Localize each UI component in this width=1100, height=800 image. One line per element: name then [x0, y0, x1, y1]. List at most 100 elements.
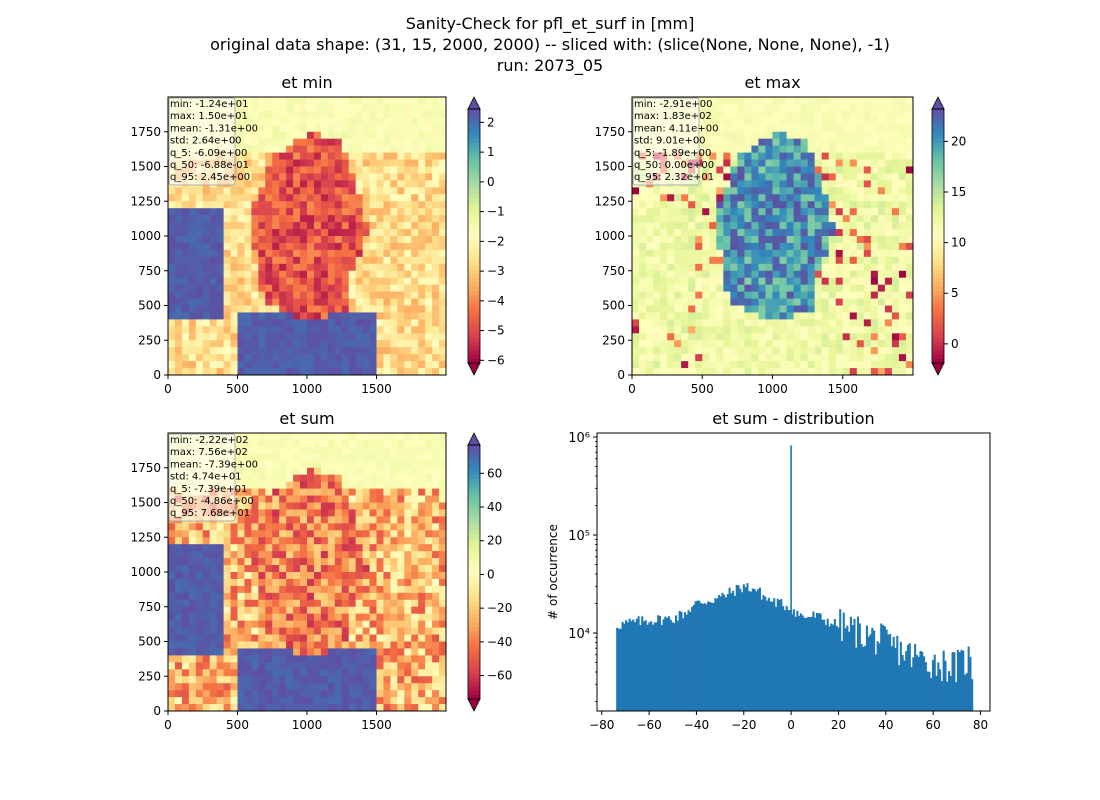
heatmap-cell [800, 145, 809, 153]
heatmap-cell [404, 516, 412, 524]
heatmap-cell [646, 242, 654, 251]
heatmap-cell [362, 180, 370, 188]
heatmap-cell [209, 627, 218, 635]
heatmap-cell [390, 249, 398, 258]
heatmap-cell [300, 361, 308, 369]
heatmap-cell [383, 697, 391, 705]
heatmap-cell [425, 669, 433, 677]
heatmap-cell [411, 347, 419, 355]
heatmap-cell [891, 340, 900, 348]
colorbar-frame [931, 108, 945, 364]
heatmap-cell [341, 669, 350, 677]
heatmap-cell [244, 270, 252, 279]
heatmap-cell [898, 312, 907, 320]
heatmap-cell [313, 578, 322, 587]
heatmap-cell [279, 138, 287, 147]
heatmap-cell [362, 159, 370, 167]
heatmap-cell [313, 256, 322, 265]
heatmap-cell [272, 145, 280, 153]
heatmap-cell [202, 277, 211, 286]
heatmap-cell [244, 340, 252, 348]
heatmap-cell [793, 242, 802, 251]
heatmap-cell [800, 152, 809, 160]
heatmap-cell [397, 683, 405, 691]
heatmap-cell [369, 187, 377, 195]
heatmap-cell [181, 613, 190, 622]
heatmap-cell [772, 173, 780, 181]
heatmap-cell [723, 305, 731, 313]
heatmap-cell [786, 284, 794, 292]
heatmap-cell [258, 117, 266, 126]
heatmap-cell [320, 690, 329, 698]
heatmap-cell [884, 124, 893, 133]
heatmap-cell [800, 138, 809, 147]
heatmap-cell [905, 305, 914, 313]
heatmap-cell [744, 256, 752, 265]
heatmap-cell [188, 312, 197, 320]
heatmap-cell [390, 187, 398, 195]
heatmap-cell [174, 222, 183, 230]
heatmap-cell [688, 333, 696, 341]
heatmap-cell [334, 340, 343, 348]
heatmap-cell [737, 173, 745, 181]
heatmap-cell [730, 180, 738, 188]
heatmap-cell [793, 159, 802, 167]
heatmap-cell [369, 305, 377, 313]
heatmap-cell [744, 236, 752, 244]
heatmap-cell [181, 256, 190, 265]
heatmap-cell [362, 516, 370, 524]
heatmap-cell [300, 180, 308, 188]
heatmap-cell [814, 347, 823, 355]
heatmap-cell [835, 187, 844, 195]
heatmap-cell [397, 599, 405, 608]
heatmap-cell [181, 236, 190, 244]
heatmap-cell [334, 655, 343, 663]
heatmap-cell [814, 256, 823, 265]
heatmap-cell [807, 173, 816, 181]
heatmap-cell [313, 669, 322, 677]
stats-line: mean: -1.31e+00 [170, 123, 258, 134]
heatmap-cell [272, 117, 280, 126]
heatmap-cell [807, 368, 816, 376]
heatmap-cell [279, 187, 287, 195]
heatmap-cell [383, 662, 391, 670]
heatmap-cell [807, 236, 816, 244]
heatmap-cell [265, 697, 273, 705]
heatmap-cell [265, 592, 273, 601]
heatmap-cell [744, 222, 752, 230]
heatmap-cell [646, 312, 654, 320]
heatmap-cell [307, 326, 315, 334]
heatmap-cell [223, 662, 231, 670]
heatmap-cell [168, 669, 176, 677]
heatmap-cell [390, 97, 398, 105]
heatmap-cell [362, 495, 370, 503]
heatmap-cell [821, 354, 830, 362]
heatmap-cell [369, 697, 377, 705]
heatmap-cell [341, 145, 350, 153]
heatmap-cell [751, 326, 759, 334]
heatmap-cell [877, 173, 886, 181]
heatmap-cell [293, 690, 301, 698]
heatmap-cell [300, 222, 308, 230]
heatmap-cell [286, 270, 294, 279]
heatmap-cell [765, 229, 773, 237]
heatmap-cell [293, 187, 301, 195]
heatmap-cell [404, 152, 412, 160]
heatmap-cell [779, 249, 787, 258]
heatmap-cell [786, 291, 794, 299]
heatmap-cell [828, 319, 837, 327]
heatmap-cell [681, 340, 689, 348]
heatmap-cell [168, 215, 176, 223]
heatmap-cell [369, 585, 377, 594]
heatmap-cell [870, 229, 879, 237]
heatmap-cell [307, 270, 315, 279]
colorbar-segment [468, 299, 480, 305]
heatmap-cell [390, 530, 398, 538]
heatmap-cell [404, 319, 412, 327]
heatmap-cell [432, 613, 440, 622]
heatmap-cell [891, 187, 900, 195]
heatmap-cell [772, 298, 780, 306]
heatmap-cell [174, 298, 183, 306]
heatmap-cell [877, 159, 886, 167]
heatmap-cell [244, 319, 252, 327]
